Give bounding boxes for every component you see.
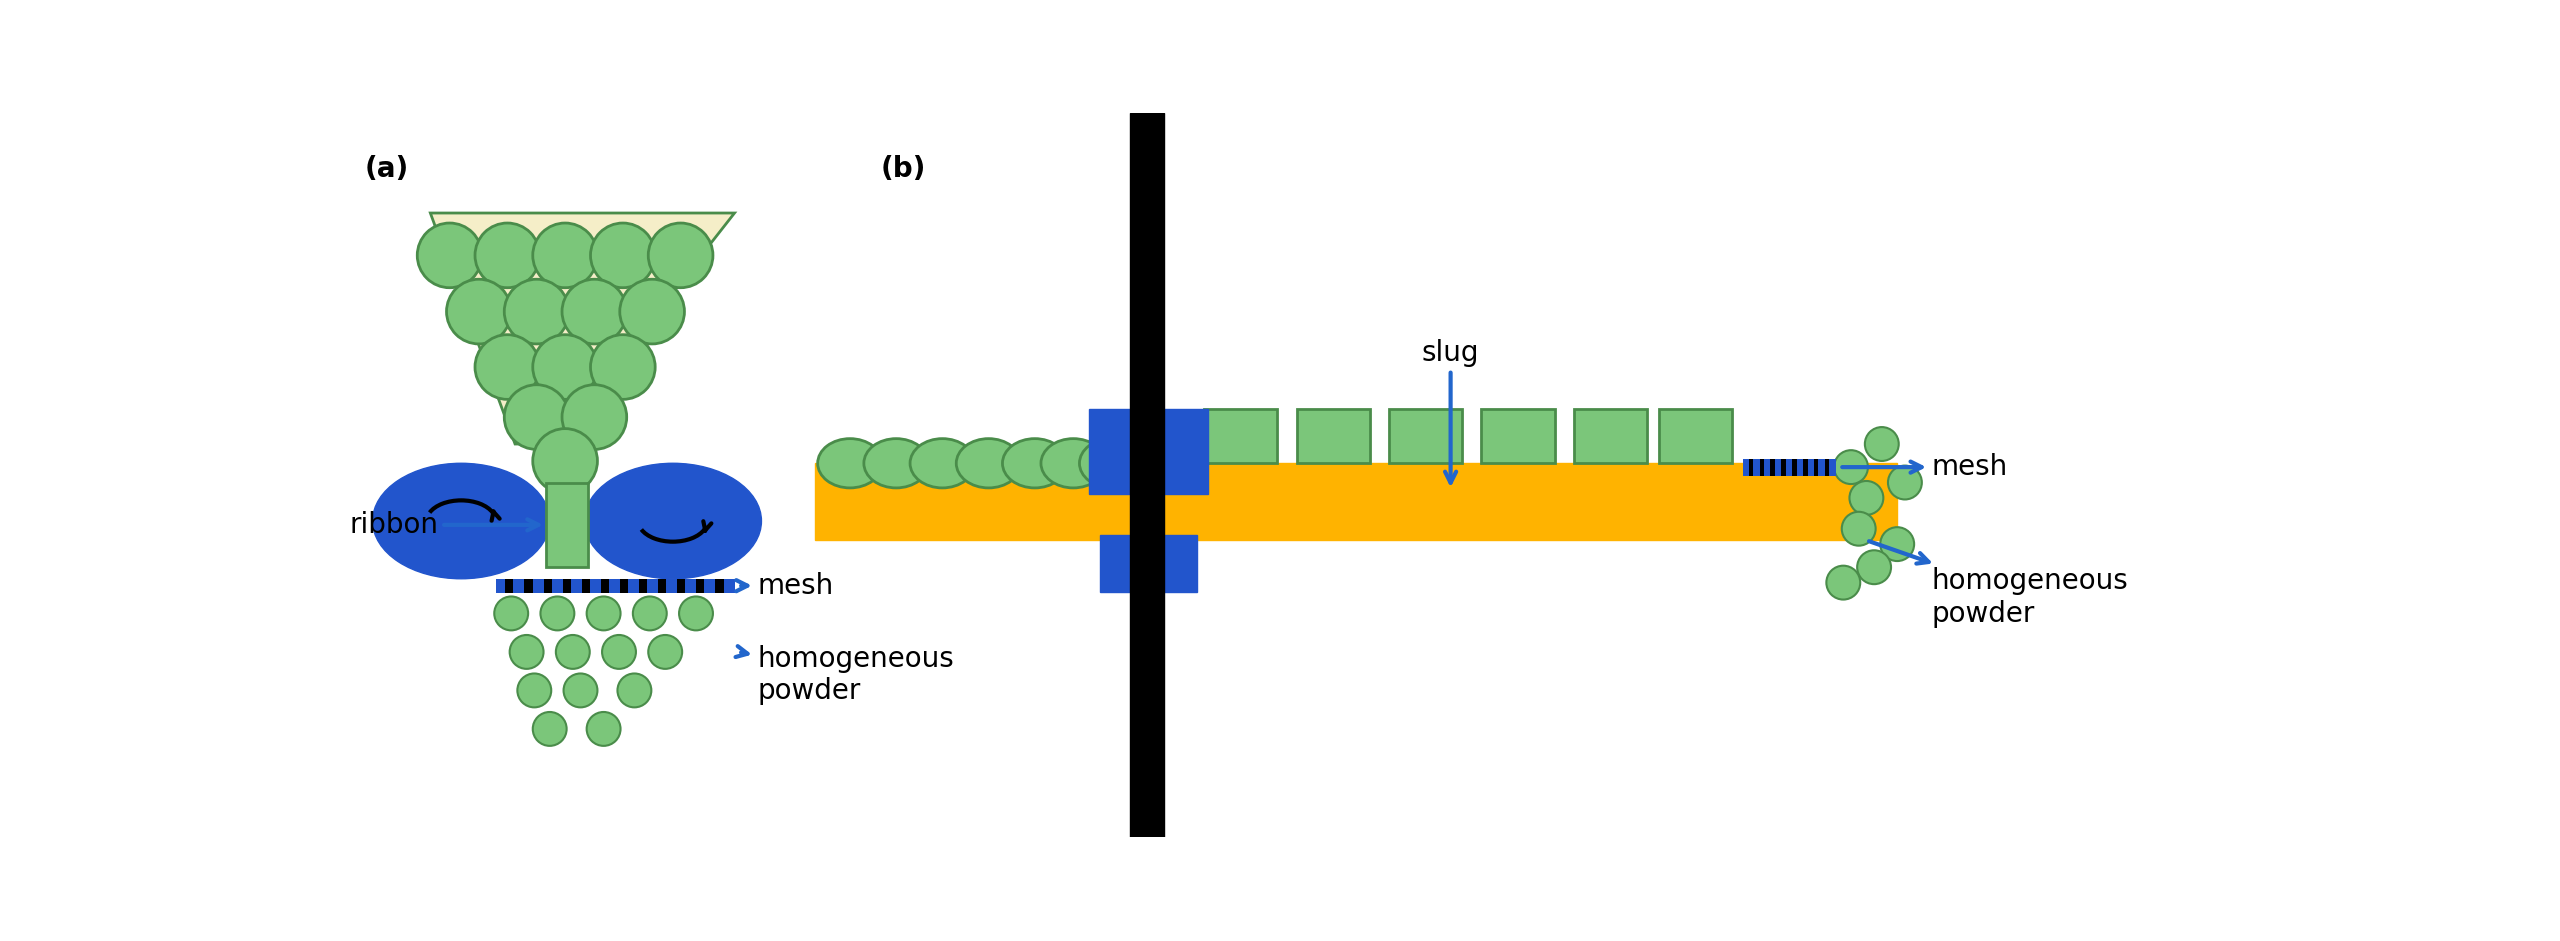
Ellipse shape bbox=[374, 463, 550, 579]
Polygon shape bbox=[430, 213, 735, 444]
Bar bbox=[1825, 458, 1830, 475]
Bar bbox=[497, 579, 735, 593]
Bar bbox=[1748, 458, 1754, 475]
Circle shape bbox=[504, 385, 568, 450]
Bar bbox=[696, 579, 704, 593]
Text: (a): (a) bbox=[366, 155, 410, 183]
Ellipse shape bbox=[1042, 439, 1106, 488]
Text: (b): (b) bbox=[881, 155, 927, 183]
Bar bbox=[504, 579, 515, 593]
Bar bbox=[620, 579, 627, 593]
Bar bbox=[1759, 458, 1764, 475]
Bar bbox=[678, 579, 686, 593]
Bar bbox=[1574, 409, 1646, 463]
Circle shape bbox=[445, 279, 512, 343]
Circle shape bbox=[1864, 427, 1900, 461]
Bar bbox=[525, 579, 532, 593]
Bar bbox=[1129, 113, 1165, 837]
Bar bbox=[1815, 458, 1818, 475]
Ellipse shape bbox=[817, 439, 883, 488]
Circle shape bbox=[532, 428, 596, 493]
Ellipse shape bbox=[863, 439, 929, 488]
Circle shape bbox=[648, 635, 681, 669]
Circle shape bbox=[591, 223, 655, 288]
Bar bbox=[581, 579, 589, 593]
Text: homogeneous
powder: homogeneous powder bbox=[1869, 541, 2127, 628]
Circle shape bbox=[509, 635, 543, 669]
Circle shape bbox=[1856, 550, 1892, 584]
Circle shape bbox=[417, 223, 481, 288]
Text: homogeneous
powder: homogeneous powder bbox=[735, 645, 955, 705]
Bar bbox=[1390, 409, 1462, 463]
Text: slug: slug bbox=[1421, 339, 1480, 483]
Bar bbox=[1792, 458, 1797, 475]
Circle shape bbox=[476, 223, 540, 288]
Circle shape bbox=[1841, 512, 1876, 546]
Bar bbox=[602, 579, 609, 593]
Bar bbox=[714, 579, 724, 593]
Circle shape bbox=[494, 597, 527, 630]
Bar bbox=[640, 579, 648, 593]
Circle shape bbox=[648, 223, 712, 288]
Circle shape bbox=[563, 279, 627, 343]
Bar bbox=[1743, 458, 1836, 475]
Circle shape bbox=[1848, 481, 1884, 515]
Circle shape bbox=[620, 279, 684, 343]
Ellipse shape bbox=[909, 439, 975, 488]
Circle shape bbox=[1833, 450, 1869, 484]
Circle shape bbox=[586, 597, 620, 630]
Circle shape bbox=[602, 635, 635, 669]
Circle shape bbox=[532, 335, 596, 399]
Text: ribbon: ribbon bbox=[351, 511, 538, 539]
Circle shape bbox=[586, 712, 620, 746]
Bar bbox=[1203, 409, 1277, 463]
Bar bbox=[1772, 458, 1774, 475]
Bar bbox=[1295, 409, 1370, 463]
Bar bbox=[1659, 409, 1731, 463]
Text: mesh: mesh bbox=[737, 572, 835, 599]
Circle shape bbox=[632, 597, 666, 630]
Bar bbox=[543, 579, 550, 593]
Ellipse shape bbox=[1004, 439, 1068, 488]
Bar bbox=[1782, 458, 1787, 475]
Circle shape bbox=[532, 223, 596, 288]
Bar bbox=[1101, 534, 1196, 592]
Bar bbox=[563, 579, 571, 593]
Ellipse shape bbox=[957, 439, 1021, 488]
Circle shape bbox=[540, 597, 573, 630]
Bar bbox=[1482, 409, 1554, 463]
Bar bbox=[545, 483, 589, 567]
Ellipse shape bbox=[1080, 439, 1144, 488]
Text: mesh: mesh bbox=[1843, 454, 2007, 481]
Circle shape bbox=[678, 597, 712, 630]
Circle shape bbox=[517, 674, 550, 708]
Circle shape bbox=[617, 674, 650, 708]
Circle shape bbox=[563, 674, 596, 708]
Circle shape bbox=[1887, 466, 1923, 500]
Circle shape bbox=[1825, 566, 1861, 599]
Bar bbox=[658, 579, 666, 593]
Bar bbox=[814, 463, 1897, 540]
Circle shape bbox=[1879, 527, 1915, 561]
Circle shape bbox=[556, 635, 589, 669]
Circle shape bbox=[504, 279, 568, 343]
Circle shape bbox=[591, 335, 655, 399]
Ellipse shape bbox=[584, 463, 760, 579]
Circle shape bbox=[563, 385, 627, 450]
Bar bbox=[1802, 458, 1807, 475]
Circle shape bbox=[532, 712, 566, 746]
Bar bbox=[1088, 409, 1208, 494]
Circle shape bbox=[476, 335, 540, 399]
